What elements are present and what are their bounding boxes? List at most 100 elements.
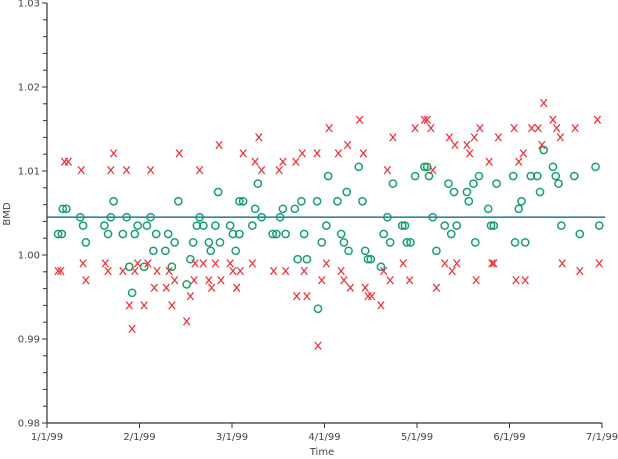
circle-point xyxy=(422,162,432,172)
x-point xyxy=(472,275,480,285)
x-point-stroke xyxy=(490,259,498,268)
x-point-stroke xyxy=(182,317,191,326)
x-point xyxy=(552,123,561,133)
circle-point xyxy=(474,171,484,181)
circle-point xyxy=(554,179,563,188)
circle-point xyxy=(486,221,496,230)
x-point-stroke xyxy=(359,149,368,158)
y-tick-label: 1.01 xyxy=(18,167,40,178)
y-tick-label: 1.03 xyxy=(18,0,40,10)
x-point-stroke xyxy=(510,123,518,133)
x-point-stroke xyxy=(432,283,441,293)
x-point-stroke xyxy=(175,149,183,158)
x-point-stroke xyxy=(485,157,493,167)
x-point-stroke xyxy=(195,165,204,175)
x-point-stroke xyxy=(205,275,213,285)
x-point xyxy=(170,275,179,285)
x-point-stroke xyxy=(207,283,216,293)
circle-point xyxy=(78,221,88,230)
x-point-stroke xyxy=(199,259,208,268)
x-point-stroke xyxy=(377,301,385,310)
circle-point xyxy=(410,171,420,181)
x-point xyxy=(215,140,223,150)
x-point-stroke xyxy=(337,266,345,276)
x-point xyxy=(476,123,484,133)
x-point-stroke xyxy=(448,266,456,276)
x-tick-label: 4/1/99 xyxy=(308,432,340,443)
circle-point xyxy=(188,238,198,247)
x-point xyxy=(389,133,397,142)
x-point xyxy=(162,283,171,293)
circle-point xyxy=(127,288,137,298)
circle-point xyxy=(354,162,364,172)
circle-point xyxy=(336,229,346,239)
x-point xyxy=(101,259,109,268)
circle-point xyxy=(231,246,241,256)
x-point xyxy=(281,266,290,276)
circle-point xyxy=(253,179,263,188)
circle-point xyxy=(446,229,456,239)
circle-point xyxy=(133,221,142,230)
x-point-stroke xyxy=(229,266,237,276)
x-point-stroke xyxy=(593,115,602,125)
x-point-stroke xyxy=(552,123,561,133)
x-point-stroke xyxy=(104,266,112,276)
circle-point xyxy=(532,171,542,181)
circle-point xyxy=(312,196,322,206)
circle-point xyxy=(440,221,450,230)
circle-point xyxy=(299,229,309,239)
x-point xyxy=(303,291,311,301)
x-point xyxy=(420,115,429,125)
circle-point xyxy=(397,221,407,230)
x-point xyxy=(556,133,565,142)
x-point xyxy=(571,123,579,133)
x-point xyxy=(128,324,136,334)
x-point xyxy=(485,157,493,167)
y-tick-label: 1.00 xyxy=(18,251,40,262)
circle-point xyxy=(379,229,389,239)
x-point-stroke xyxy=(420,115,429,125)
x-point xyxy=(595,259,603,268)
x-point-stroke xyxy=(367,291,376,301)
x-point xyxy=(448,266,456,276)
circle-point xyxy=(339,238,349,247)
x-point-stroke xyxy=(119,266,127,276)
x-point-stroke xyxy=(57,266,65,276)
x-point xyxy=(432,283,441,293)
x-point-stroke xyxy=(515,157,523,167)
x-point xyxy=(300,266,308,276)
x-point xyxy=(470,133,479,142)
x-point-stroke xyxy=(279,157,287,167)
x-point xyxy=(232,283,241,293)
circle-point xyxy=(449,187,459,197)
circle-point xyxy=(124,262,134,272)
x-point xyxy=(494,133,503,142)
circle-point xyxy=(464,196,474,206)
circle-point xyxy=(62,204,71,214)
x-point-stroke xyxy=(314,341,322,350)
circle-point xyxy=(58,204,68,214)
circle-point xyxy=(366,254,376,264)
circle-point xyxy=(186,254,195,264)
circle-point xyxy=(151,229,161,239)
x-point-stroke xyxy=(512,275,520,285)
x-point xyxy=(275,165,283,175)
circle-point xyxy=(514,204,524,214)
x-point-stroke xyxy=(571,123,579,133)
circle-point xyxy=(535,187,545,197)
x-point xyxy=(325,123,333,133)
circle-point xyxy=(556,221,566,230)
x-tick-label: 1/1/99 xyxy=(31,432,63,443)
circle-point xyxy=(278,204,288,214)
circle-point xyxy=(508,171,518,181)
x-point xyxy=(131,266,139,276)
x-point-stroke xyxy=(441,259,449,268)
circle-point xyxy=(470,238,480,247)
x-point xyxy=(140,301,148,310)
x-point-stroke xyxy=(325,123,333,133)
x-point xyxy=(490,259,498,268)
x-point xyxy=(153,266,161,276)
circle-point xyxy=(376,262,386,272)
circle-point xyxy=(213,187,223,197)
x-point-stroke xyxy=(470,133,479,142)
